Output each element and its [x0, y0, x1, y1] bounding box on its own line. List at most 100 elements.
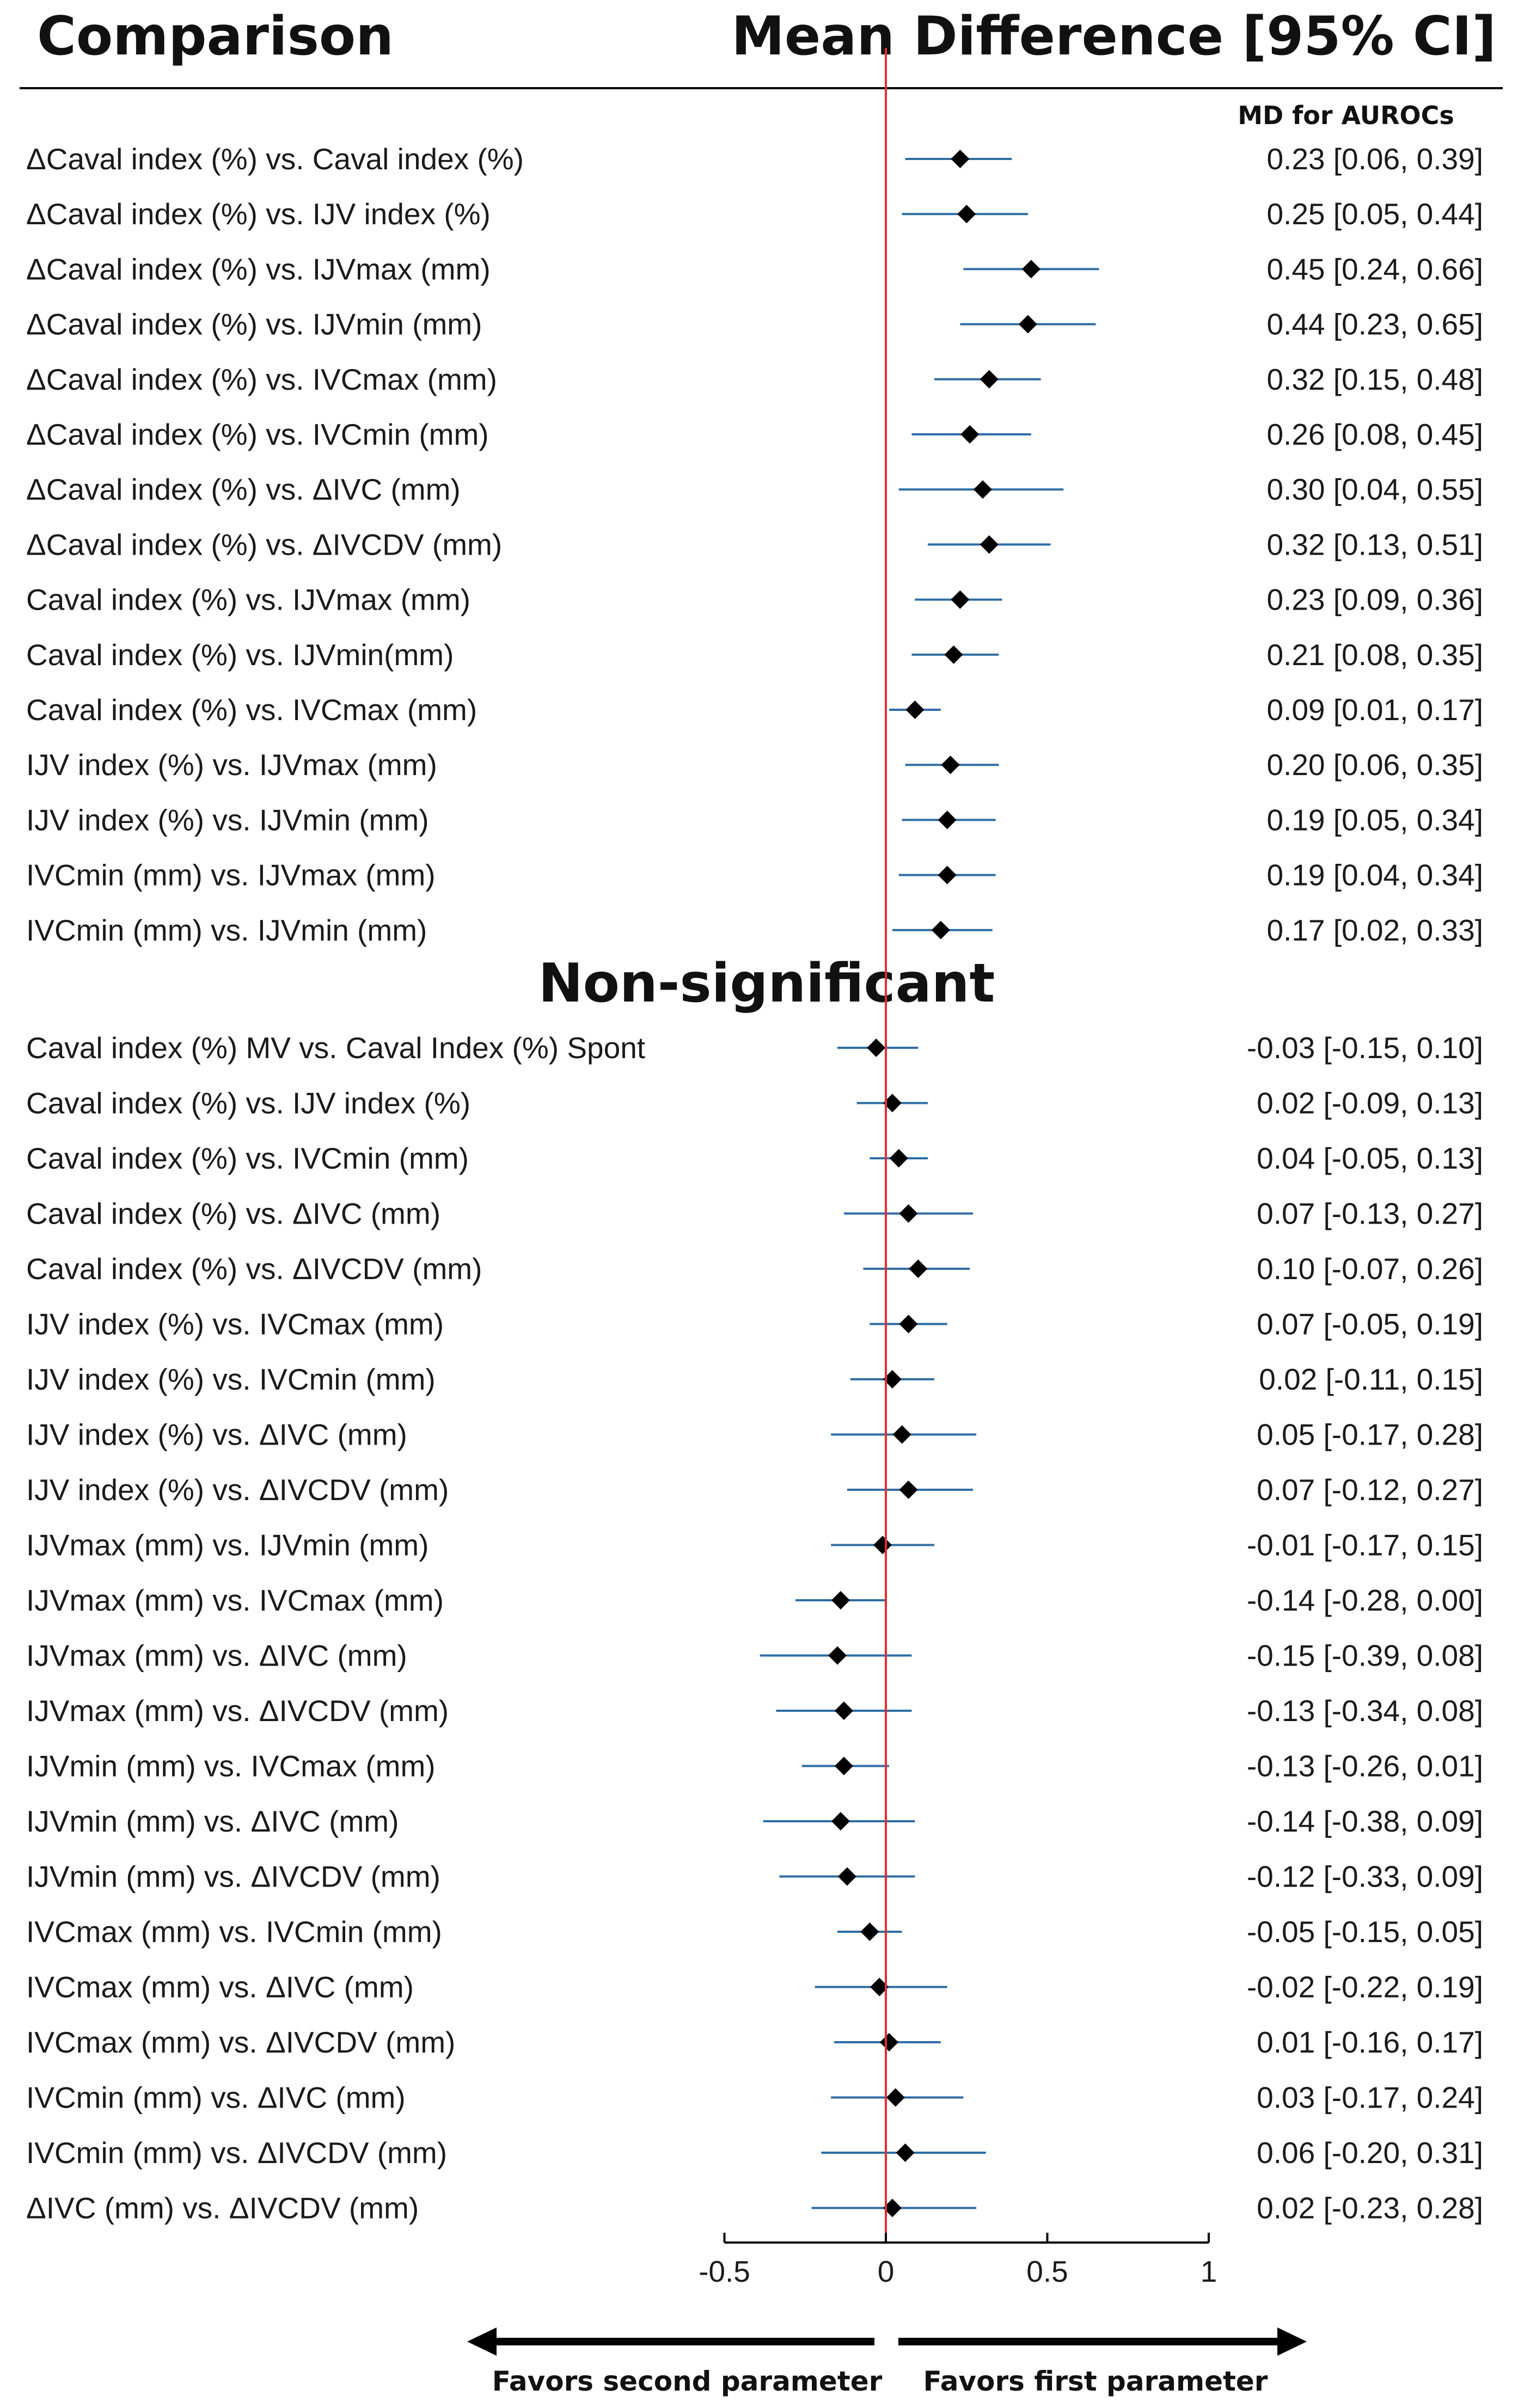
x-axis-tick-label: 0 — [878, 2255, 895, 2288]
row-label: ΔCaval index (%) vs. IVCmin (mm) — [26, 417, 489, 451]
point-estimate-marker — [938, 865, 957, 884]
row-value: 0.26 [0.08, 0.45] — [1266, 417, 1483, 451]
point-estimate-marker — [957, 205, 976, 224]
forest-row: Caval index (%) vs. IJVmax (mm) 0.23 [0.0… — [26, 583, 1483, 617]
row-value: 0.19 [0.05, 0.34] — [1266, 803, 1483, 837]
row-label: Caval index (%) vs. ΔIVCDV (mm) — [26, 1252, 482, 1286]
row-value: -0.14 [-0.38, 0.09] — [1247, 1804, 1483, 1838]
row-value: -0.13 [-0.34, 0.08] — [1247, 1694, 1483, 1728]
point-estimate-marker — [1021, 260, 1040, 279]
row-value: 0.19 [0.04, 0.34] — [1266, 858, 1483, 892]
row-value: 0.32 [0.15, 0.48] — [1266, 363, 1483, 396]
row-value: -0.14 [-0.28, 0.00] — [1247, 1583, 1483, 1617]
row-value: 0.01 [-0.16, 0.17] — [1257, 2025, 1483, 2059]
row-label: ΔCaval index (%) vs. IJV index (%) — [26, 197, 491, 231]
point-estimate-marker — [834, 1701, 853, 1720]
point-estimate-marker — [834, 1756, 853, 1776]
row-label: ΔIVC (mm) vs. ΔIVCDV (mm) — [26, 2191, 419, 2225]
point-estimate-marker — [896, 2143, 915, 2162]
forest-row: Caval index (%) vs. IVCmax (mm) 0.09 [0.0… — [26, 693, 1483, 727]
row-label: IVCmin (mm) vs. IJVmin (mm) — [26, 913, 427, 947]
forest-row: IVCmin (mm) vs. IJVmin (mm) 0.17 [0.02, 0… — [26, 913, 1483, 947]
row-value: 0.03 [-0.17, 0.24] — [1257, 2081, 1483, 2115]
x-axis-tick-label: 0.5 — [1026, 2255, 1068, 2288]
forest-row: IJV index (%) vs. ΔIVCDV (mm) 0.07 [-0.12… — [26, 1473, 1483, 1507]
row-value: 0.23 [0.09, 0.36] — [1266, 583, 1483, 617]
row-label: IVCmax (mm) vs. IVCmin (mm) — [26, 1915, 442, 1949]
forest-row: IJVmax (mm) vs. IJVmin (mm) -0.01 [-0.17,… — [26, 1528, 1483, 1562]
point-estimate-marker — [899, 1314, 918, 1334]
row-label: IJV index (%) vs. IJVmax (mm) — [26, 748, 437, 782]
forest-row: IJV index (%) vs. IJVmin (mm) 0.19 [0.05,… — [26, 803, 1483, 837]
row-label: IVCmin (mm) vs. ΔIVCDV (mm) — [26, 2136, 447, 2170]
point-estimate-marker — [905, 701, 925, 719]
row-value: 0.05 [-0.17, 0.28] — [1257, 1418, 1483, 1452]
forest-row: IJV index (%) vs. IVCmin (mm) 0.02 [-0.11… — [26, 1362, 1483, 1396]
point-estimate-marker — [944, 645, 963, 664]
row-value: 0.07 [-0.05, 0.19] — [1257, 1307, 1483, 1341]
row-label: Caval index (%) vs. IVCmax (mm) — [26, 693, 477, 727]
forest-row: IVCmin (mm) vs. ΔIVC (mm) 0.03 [-0.17, 0.… — [26, 2081, 1483, 2115]
forest-rows: ΔCaval index (%) vs. Caval index (%) 0.23… — [26, 142, 1483, 2225]
row-label: ΔCaval index (%) vs. IJVmax (mm) — [26, 252, 491, 286]
point-estimate-marker — [870, 1977, 889, 1997]
forest-row: ΔCaval index (%) vs. IVCmax (mm) 0.32 [0.… — [26, 363, 1483, 396]
row-label: IVCmax (mm) vs. ΔIVCDV (mm) — [26, 2025, 455, 2059]
row-value: 0.20 [0.06, 0.35] — [1266, 748, 1483, 782]
forest-row: IVCmax (mm) vs. ΔIVC (mm) -0.02 [-0.22, 0… — [26, 1970, 1483, 2004]
row-label: IJV index (%) vs. IVCmax (mm) — [26, 1307, 444, 1341]
row-value: -0.05 [-0.15, 0.05] — [1247, 1915, 1483, 1949]
forest-row: IJV index (%) vs. ΔIVC (mm) 0.05 [-0.17, … — [26, 1418, 1483, 1452]
row-value: 0.32 [0.13, 0.51] — [1266, 527, 1483, 561]
row-label: IVCmin (mm) vs. ΔIVC (mm) — [26, 2081, 406, 2115]
forest-row: ΔCaval index (%) vs. IJVmax (mm) 0.45 [0.… — [26, 252, 1483, 286]
row-value: -0.03 [-0.15, 0.10] — [1247, 1031, 1483, 1065]
row-label: IVCmax (mm) vs. ΔIVC (mm) — [26, 1970, 414, 2004]
forest-row: Caval index (%) vs. IVCmin (mm) 0.04 [-0.… — [26, 1141, 1483, 1175]
row-label: ΔCaval index (%) vs. IJVmin (mm) — [26, 308, 482, 341]
point-estimate-marker — [883, 2198, 902, 2217]
row-value: 0.06 [-0.20, 0.31] — [1257, 2136, 1483, 2170]
row-value: 0.07 [-0.13, 0.27] — [1257, 1197, 1483, 1231]
row-label: IVCmin (mm) vs. IJVmax (mm) — [26, 858, 436, 892]
point-estimate-marker — [899, 1204, 918, 1223]
forest-row: IVCmin (mm) vs. ΔIVCDV (mm) 0.06 [-0.20, … — [26, 2136, 1483, 2170]
arrow-left-head — [467, 2327, 497, 2356]
row-label: ΔCaval index (%) vs. IVCmax (mm) — [26, 363, 497, 396]
row-label: Caval index (%) vs. IJVmin(mm) — [26, 638, 454, 672]
row-label: IJV index (%) vs. ΔIVC (mm) — [26, 1418, 407, 1452]
point-estimate-marker — [941, 755, 960, 775]
section-title-1: Non-significant — [538, 953, 995, 1015]
row-label: IJVmax (mm) vs. IJVmin (mm) — [26, 1528, 429, 1562]
row-label: IJVmax (mm) vs. ΔIVC (mm) — [26, 1639, 407, 1673]
row-label: Caval index (%) vs. IJVmax (mm) — [26, 583, 470, 617]
point-estimate-marker — [951, 590, 970, 609]
forest-row: Caval index (%) vs. IJV index (%) 0.02 [-… — [26, 1086, 1483, 1120]
forest-row: ΔIVC (mm) vs. ΔIVCDV (mm) 0.02 [-0.23, 0.… — [26, 2191, 1483, 2225]
point-estimate-marker — [980, 535, 999, 554]
forest-row: ΔCaval index (%) vs. IVCmin (mm) 0.26 [0.… — [26, 417, 1483, 451]
forest-row: IVCmin (mm) vs. IJVmax (mm) 0.19 [0.04, 0… — [26, 858, 1483, 892]
row-value: -0.01 [-0.17, 0.15] — [1247, 1528, 1483, 1562]
row-value: 0.21 [0.08, 0.35] — [1266, 638, 1483, 672]
forest-row: Caval index (%) MV vs. Caval Index (%) S… — [26, 1031, 1483, 1065]
point-estimate-marker — [980, 370, 999, 389]
row-label: Caval index (%) vs. IVCmin (mm) — [26, 1141, 469, 1175]
point-estimate-marker — [873, 1535, 892, 1555]
row-label: IJV index (%) vs. IJVmin (mm) — [26, 803, 429, 837]
header-mean-difference: Mean Difference [95% CI] — [731, 5, 1496, 67]
column-header-md: MD for AUROCs — [1238, 101, 1454, 130]
point-estimate-marker — [960, 425, 980, 444]
point-estimate-marker — [951, 150, 970, 168]
point-estimate-marker — [899, 1481, 918, 1499]
point-estimate-marker — [889, 1149, 908, 1168]
row-value: 0.04 [-0.05, 0.13] — [1257, 1141, 1483, 1175]
row-label: Caval index (%) vs. IJV index (%) — [26, 1086, 470, 1120]
point-estimate-marker — [892, 1425, 911, 1444]
row-label: Caval index (%) MV vs. Caval Index (%) S… — [26, 1031, 645, 1065]
forest-row: ΔCaval index (%) vs. IJVmin (mm) 0.44 [0.… — [26, 308, 1483, 341]
forest-row: IVCmax (mm) vs. IVCmin (mm) -0.05 [-0.15,… — [26, 1915, 1483, 1949]
x-axis-tick-label: 1 — [1201, 2255, 1217, 2288]
forest-row: IJVmin (mm) vs. ΔIVCDV (mm) -0.12 [-0.33,… — [26, 1860, 1483, 1894]
point-estimate-marker — [886, 2088, 905, 2107]
